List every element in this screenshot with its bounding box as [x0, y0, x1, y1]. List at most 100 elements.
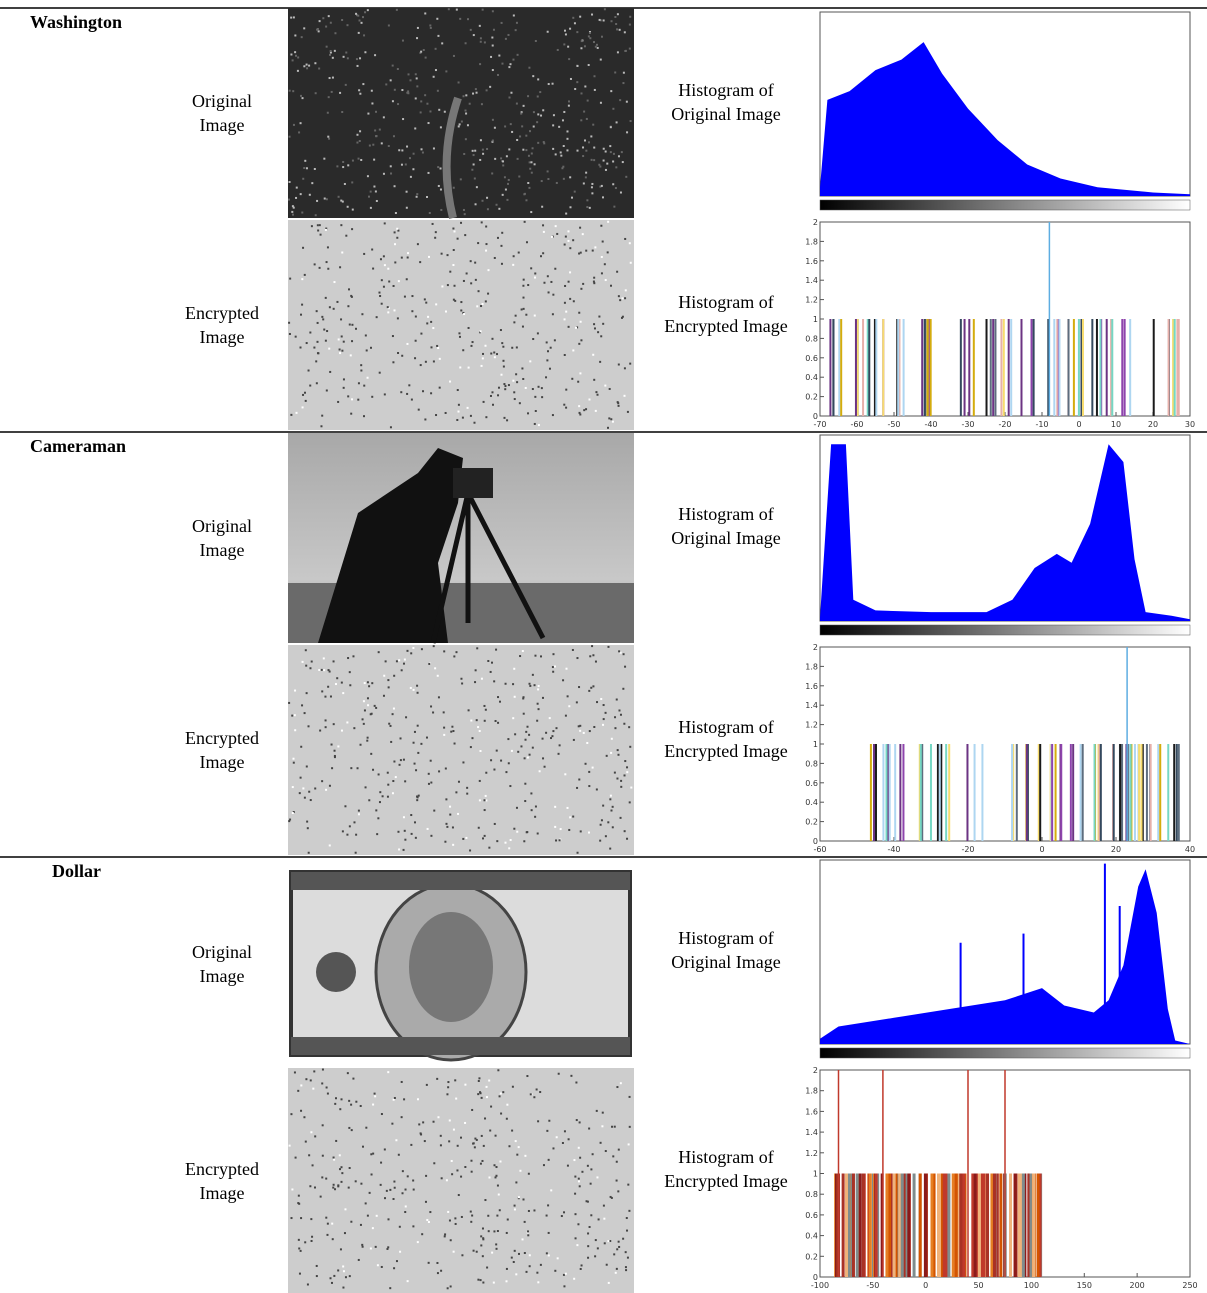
speckle: [342, 160, 345, 163]
noise-dot: [428, 662, 431, 665]
noise-dot: [387, 307, 390, 310]
noise-dot: [484, 344, 487, 347]
noise-dot: [553, 339, 556, 342]
speckle: [371, 102, 374, 105]
noise-dot: [567, 230, 570, 233]
noise-dot: [578, 686, 581, 689]
noise-dot: [470, 1159, 473, 1162]
noise-dot: [462, 761, 465, 764]
noise-dot: [540, 387, 543, 390]
noise-dot: [489, 1129, 492, 1132]
noise-dot: [461, 1254, 464, 1257]
noise-dot: [576, 786, 579, 789]
noise-dot: [517, 1197, 520, 1200]
speckle: [291, 59, 294, 62]
noise-dot: [618, 709, 621, 712]
noise-dot: [334, 1188, 337, 1191]
noise-dot: [494, 719, 497, 722]
noise-dot: [530, 792, 533, 795]
noise-dot: [491, 337, 494, 340]
encrypted-image: [288, 220, 634, 430]
noise-dot: [291, 1188, 294, 1191]
noise-dot: [372, 267, 375, 270]
speckle: [590, 158, 593, 161]
speckle: [375, 110, 378, 113]
noise-dot: [444, 1233, 447, 1236]
speckle: [375, 134, 378, 137]
noise-dot: [522, 1198, 525, 1201]
noise-dot: [553, 665, 556, 668]
noise-dot: [424, 360, 427, 363]
speckle: [439, 188, 442, 191]
noise-dot: [479, 1091, 482, 1094]
noise-dot: [586, 741, 589, 744]
histogram-label: Histogram of Encrypted Image: [664, 292, 788, 336]
noise-dot: [578, 252, 581, 255]
noise-dot: [340, 1180, 343, 1183]
noise-dot: [450, 730, 453, 733]
speckle: [512, 14, 515, 17]
noise-dot: [383, 393, 386, 396]
noise-dot: [378, 371, 381, 374]
noise-dot: [528, 733, 531, 736]
speckle: [329, 53, 332, 56]
y-tick-label: 1.2: [805, 296, 818, 305]
noise-dot: [432, 360, 435, 363]
row-name: Cameraman: [30, 436, 126, 456]
noise-dot: [387, 1071, 390, 1074]
noise-dot: [469, 849, 472, 852]
speckle: [327, 15, 330, 18]
y-tick-label: 0.8: [805, 334, 818, 343]
speckle: [534, 39, 537, 42]
noise-dot: [505, 1117, 508, 1120]
noise-dot: [578, 778, 581, 781]
noise-dot: [507, 384, 510, 387]
noise-dot: [326, 1222, 329, 1225]
noise-dot: [460, 1215, 463, 1218]
noise-dot: [322, 657, 325, 660]
noise-dot: [588, 785, 591, 788]
speckle: [294, 34, 297, 37]
x-tick-label: -60: [813, 845, 826, 854]
speckle: [447, 8, 450, 11]
noise-dot: [519, 655, 522, 658]
noise-dot: [582, 282, 585, 285]
noise-dot: [607, 821, 610, 824]
histogram-label: Histogram of Original Image: [671, 504, 781, 548]
noise-dot: [483, 799, 486, 802]
noise-dot: [386, 1247, 389, 1250]
speckle: [572, 16, 575, 19]
speckle: [555, 181, 558, 184]
noise-dot: [430, 705, 433, 708]
noise-dot: [464, 1121, 467, 1124]
noise-dot: [440, 1269, 443, 1272]
noise-dot: [454, 1217, 457, 1220]
noise-dot: [339, 352, 342, 355]
noise-dot: [486, 1266, 489, 1269]
noise-dot: [392, 1198, 395, 1201]
noise-dot: [321, 1176, 324, 1179]
noise-dot: [325, 1086, 328, 1089]
speckle: [602, 147, 605, 150]
noise-dot: [364, 786, 367, 789]
noise-dot: [398, 763, 401, 766]
speckle: [358, 140, 361, 143]
y-tick-label: 0.2: [805, 1252, 818, 1261]
speckle: [356, 141, 359, 144]
noise-dot: [307, 369, 310, 372]
noise-dot: [569, 816, 572, 819]
noise-dot: [340, 1166, 343, 1169]
noise-dot: [496, 1214, 499, 1217]
noise-dot: [314, 787, 317, 790]
noise-dot: [502, 1091, 505, 1094]
noise-dot: [488, 846, 491, 849]
noise-dot: [617, 404, 620, 407]
noise-dot: [574, 1237, 577, 1240]
noise-dot: [515, 346, 518, 349]
noise-dot: [352, 655, 355, 658]
speckle: [486, 196, 489, 199]
noise-dot: [475, 1250, 478, 1253]
noise-dot: [474, 278, 477, 281]
noise-dot: [383, 674, 386, 677]
noise-dot: [590, 686, 593, 689]
